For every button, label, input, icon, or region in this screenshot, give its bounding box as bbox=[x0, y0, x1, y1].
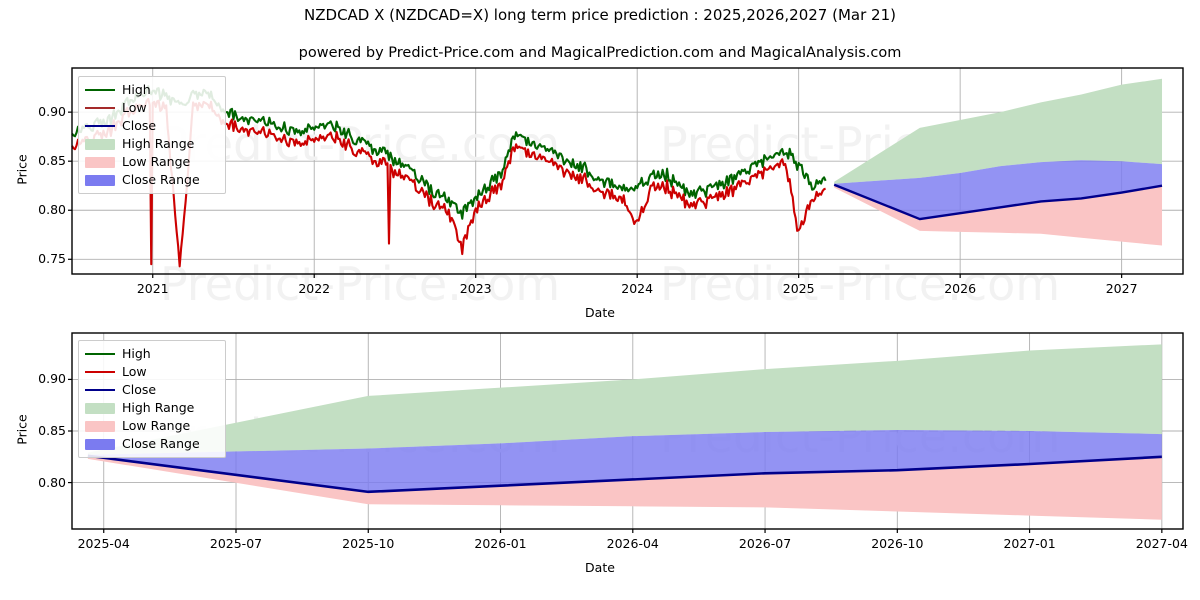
top-x-tick: 2027 bbox=[1105, 281, 1138, 296]
legend-item-close[interactable]: Close bbox=[85, 117, 218, 135]
legend-item-high-range[interactable]: High Range bbox=[85, 399, 218, 417]
bottom-x-axis-label: Date bbox=[585, 560, 615, 575]
legend-item-label: High Range bbox=[122, 136, 195, 151]
bottom-x-tick: 2027-04 bbox=[1135, 536, 1188, 551]
legend-item-high-range[interactable]: High Range bbox=[85, 135, 218, 153]
close-range-swatch-icon bbox=[85, 438, 115, 450]
bottom-chart-legend[interactable]: High Low Close High Range Low Range Close Ran… bbox=[78, 340, 226, 458]
bottom-y-tick: 0.80 bbox=[38, 474, 66, 490]
close-range-swatch-icon bbox=[85, 174, 115, 186]
legend-item-label: Low bbox=[122, 364, 147, 379]
legend-item-low-range[interactable]: Low Range bbox=[85, 417, 218, 435]
top-x-tick: 2021 bbox=[136, 281, 169, 296]
bottom-x-tick: 2026-01 bbox=[474, 536, 527, 551]
bottom-x-tick: 2025-10 bbox=[342, 536, 395, 551]
top-chart-legend[interactable]: High Low Close High Range Low Range Close Ran… bbox=[78, 76, 226, 194]
low-swatch-icon bbox=[85, 366, 115, 378]
bottom-x-tick: 2026-10 bbox=[871, 536, 924, 551]
close-swatch-icon bbox=[85, 120, 115, 132]
legend-item-label: High Range bbox=[122, 400, 195, 415]
bottom-x-tick: 2025-04 bbox=[77, 536, 130, 551]
top-y-axis-label: Price bbox=[14, 154, 30, 185]
legend-item-label: Close Range bbox=[122, 172, 200, 187]
high-swatch-icon bbox=[85, 348, 115, 360]
high-range-swatch-icon bbox=[85, 402, 115, 414]
legend-item-label: High bbox=[122, 82, 151, 97]
high-range-swatch-icon bbox=[85, 138, 115, 150]
low-range-swatch-icon bbox=[85, 420, 115, 432]
page-subtitle: powered by Predict-Price.com and Magical… bbox=[298, 45, 902, 61]
legend-item-label: Close bbox=[122, 118, 157, 133]
legend-item-close[interactable]: Close bbox=[85, 381, 218, 399]
legend-item-label: High bbox=[122, 346, 151, 361]
top-y-tick: 0.85 bbox=[38, 153, 66, 169]
svg-text:Predict-Price.com: Predict-Price.com bbox=[160, 117, 560, 171]
bottom-y-tick: 0.85 bbox=[38, 423, 66, 438]
legend-item-label: Close bbox=[122, 382, 157, 397]
legend-item-close-range[interactable]: Close Range bbox=[85, 171, 218, 189]
top-y-tick: 0.90 bbox=[38, 104, 66, 120]
bottom-x-tick: 2026-07 bbox=[738, 536, 792, 551]
top-y-tick: 0.80 bbox=[38, 202, 66, 218]
legend-item-high[interactable]: High bbox=[85, 345, 218, 363]
top-y-tick: 0.75 bbox=[38, 251, 66, 267]
legend-item-low[interactable]: Low bbox=[85, 363, 218, 381]
close-swatch-icon bbox=[85, 384, 115, 396]
low-range-swatch-icon bbox=[85, 156, 115, 168]
high-swatch-icon bbox=[85, 84, 115, 96]
legend-item-label: Low Range bbox=[122, 154, 191, 169]
top-x-tick: 2023 bbox=[459, 281, 492, 296]
svg-text:Predict-Price.com: Predict-Price.com bbox=[660, 409, 1060, 463]
top-x-tick: 2025 bbox=[782, 281, 815, 296]
top-x-axis-label: Date bbox=[585, 305, 615, 320]
legend-item-low-range[interactable]: Low Range bbox=[85, 153, 218, 171]
bottom-x-tick: 2027-01 bbox=[1003, 536, 1056, 551]
bottom-y-tick: 0.90 bbox=[38, 371, 66, 387]
low-swatch-icon bbox=[85, 102, 115, 114]
legend-item-low[interactable]: Low bbox=[85, 99, 218, 117]
legend-item-label: Low Range bbox=[122, 418, 191, 433]
legend-item-close-range[interactable]: Close Range bbox=[85, 435, 218, 453]
legend-item-label: Close Range bbox=[122, 436, 200, 451]
top-x-tick: 2022 bbox=[298, 281, 331, 296]
page-title: NZDCAD X (NZDCAD=X) long term price pred… bbox=[304, 6, 896, 24]
top-x-tick: 2026 bbox=[944, 281, 977, 296]
legend-item-label: Low bbox=[122, 100, 147, 115]
legend-item-high[interactable]: High bbox=[85, 81, 218, 99]
top-x-tick: 2024 bbox=[621, 281, 654, 296]
bottom-x-tick: 2026-04 bbox=[606, 536, 659, 551]
top-chart-svg: Predict-Price.com Predict-Price.com Predic… bbox=[68, 67, 1184, 311]
bottom-x-tick: 2025-07 bbox=[209, 536, 263, 551]
svg-text:Predict-Price.com: Predict-Price.com bbox=[160, 257, 560, 311]
svg-text:Predict-Price.com: Predict-Price.com bbox=[660, 257, 1060, 311]
